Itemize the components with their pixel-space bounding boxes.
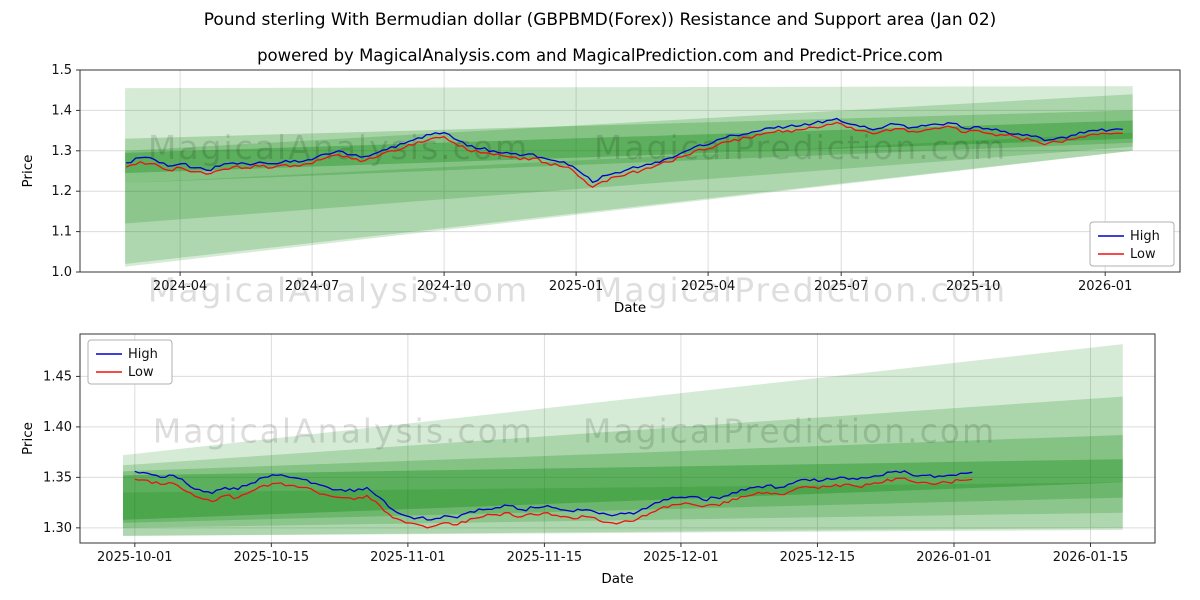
watermarks: MagicalAnalysis.com MagicalPrediction.com… — [148, 128, 1007, 309]
y-tick-label: 1.2 — [51, 184, 72, 199]
band-polygon — [123, 344, 1123, 536]
x-tick-label: 2024-10 — [417, 279, 471, 294]
x-tick-label: 2025-01 — [549, 279, 603, 294]
legend: High Low — [87, 339, 173, 385]
x-tick-label: 2026-01 — [1078, 279, 1132, 294]
band-polygon — [123, 396, 1123, 528]
high-line — [126, 117, 1123, 184]
y-tick-label: 1.40 — [43, 420, 72, 435]
y-tick-label: 1.4 — [51, 103, 72, 118]
x-tick-label: 2024-04 — [153, 279, 207, 294]
legend-label-low: Low — [128, 365, 154, 380]
watermark-text: MagicalPrediction.com — [594, 270, 1007, 309]
x-tick-label: 2025-10-01 — [97, 550, 173, 565]
series-lines — [134, 470, 973, 529]
watermark-text: MagicalPrediction.com — [583, 412, 996, 451]
x-tick-label: 2025-04 — [681, 279, 735, 294]
y-tick-label: 1.1 — [51, 225, 72, 240]
axes: 2024-04 2024-07 2024-10 2025-01 2025-04 2025-… — [51, 63, 1132, 294]
x-tick-label: 2026-01-01 — [916, 550, 992, 565]
band-polygon — [125, 94, 1133, 224]
top-price-chart: MagicalAnalysis.com MagicalPrediction.com… — [20, 63, 1181, 316]
y-axis-label: Price — [20, 155, 36, 188]
grid-lines — [80, 334, 1155, 543]
x-tick-label: 2025-12-15 — [780, 550, 856, 565]
resistance-support-bands — [123, 344, 1123, 536]
x-axis-label: Date — [614, 300, 646, 316]
y-tick-label: 1.35 — [43, 470, 72, 485]
resistance-support-bands — [125, 86, 1133, 267]
y-axis-label: Price — [20, 422, 36, 455]
legend: High Low — [1089, 221, 1175, 267]
axes: 2025-10-01 2025-10-15 2025-11-01 2025-11-15… — [43, 369, 1128, 565]
y-tick-label: 1.5 — [51, 63, 72, 78]
band-polygon — [125, 132, 1133, 264]
x-tick-label: 2024-07 — [285, 279, 339, 294]
y-tick-label: 1.3 — [51, 144, 72, 159]
low-line — [134, 477, 973, 529]
watermark-text: MagicalAnalysis.com — [153, 412, 534, 451]
chart-subtitle: powered by MagicalAnalysis.com and Magic… — [257, 46, 943, 65]
x-tick-label: 2025-10 — [946, 279, 1000, 294]
band-polygon — [123, 459, 1123, 520]
watermark-text: MagicalAnalysis.com — [148, 270, 529, 309]
legend-label-high: High — [128, 347, 158, 362]
chart-title: Pound sterling With Bermudian dollar (GB… — [203, 10, 997, 30]
y-tick-label: 1.45 — [43, 369, 72, 384]
legend-label-low: Low — [1130, 247, 1156, 262]
low-line — [125, 121, 1123, 188]
watermark-text: MagicalAnalysis.com — [148, 128, 529, 167]
bottom-price-chart: MagicalAnalysis.com MagicalPrediction.com… — [20, 333, 1156, 587]
legend-label-high: High — [1130, 229, 1160, 244]
high-line — [134, 470, 973, 521]
x-tick-label: 2025-07 — [814, 279, 868, 294]
x-tick-label: 2025-11-01 — [370, 550, 446, 565]
x-axis-label: Date — [601, 571, 633, 587]
plot-border — [79, 333, 1156, 544]
y-tick-label: 1.0 — [51, 265, 72, 280]
series-lines — [125, 117, 1123, 188]
band-polygon — [125, 120, 1133, 174]
x-tick-label: 2025-11-15 — [507, 550, 583, 565]
y-tick-label: 1.30 — [43, 521, 72, 536]
plot-border — [79, 69, 1181, 273]
x-tick-label: 2026-01-15 — [1053, 550, 1129, 565]
watermarks: MagicalAnalysis.com MagicalPrediction.com — [153, 412, 996, 451]
watermark-text: MagicalPrediction.com — [594, 128, 1007, 167]
band-polygon — [123, 482, 1123, 536]
x-tick-label: 2025-12-01 — [643, 550, 719, 565]
x-tick-label: 2025-10-15 — [234, 550, 310, 565]
